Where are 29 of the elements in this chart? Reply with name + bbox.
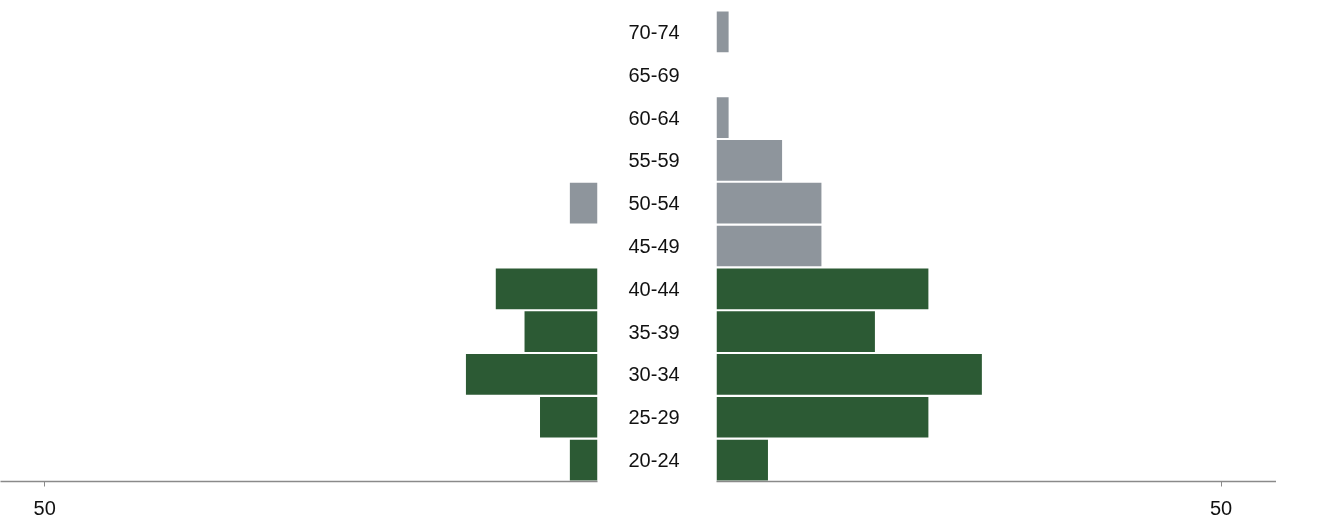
- y-tick-label: 20-24: [628, 449, 680, 472]
- y-tick-label: 60-64: [628, 106, 680, 129]
- bar: [569, 439, 598, 481]
- y-tick-label: 65-69: [628, 63, 680, 86]
- bar: [540, 396, 598, 438]
- bar: [716, 225, 822, 267]
- bar: [716, 311, 875, 352]
- y-tick-label: 30-34: [628, 363, 680, 386]
- x-tick-label: 50: [1209, 496, 1233, 519]
- bar: [716, 11, 729, 53]
- y-tick-label: 50-54: [628, 192, 680, 215]
- y-tick-label: 40-44: [628, 277, 680, 300]
- bar: [716, 182, 822, 224]
- bar: [716, 396, 929, 438]
- bar: [524, 311, 598, 352]
- x-tick-label: 50: [33, 496, 56, 519]
- bar: [716, 354, 982, 395]
- bar: [716, 97, 729, 138]
- y-tick-label: 35-39: [628, 320, 680, 343]
- bar: [716, 439, 768, 481]
- bar: [569, 182, 598, 224]
- y-tick-label: 25-29: [628, 406, 680, 429]
- y-tick-label: 70-74: [628, 20, 680, 43]
- bar: [495, 268, 598, 310]
- y-tick-label: 45-49: [628, 235, 680, 257]
- bar: [716, 268, 929, 310]
- bar: [465, 354, 598, 395]
- bar: [716, 140, 783, 181]
- y-tick-label: 55-59: [628, 149, 680, 172]
